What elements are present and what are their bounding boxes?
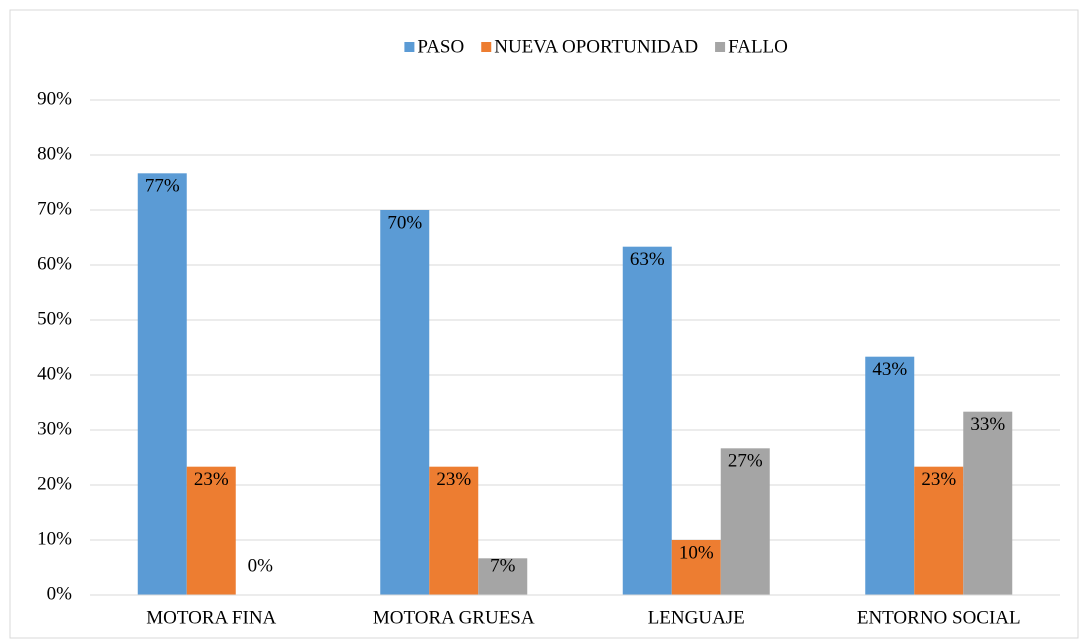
y-tick-label: 10% (37, 528, 72, 549)
data-label: 70% (387, 212, 422, 233)
data-label: 43% (872, 359, 907, 380)
legend-label: NUEVA OPORTUNIDAD (494, 36, 698, 57)
bar (622, 246, 672, 595)
legend-label: PASO (417, 36, 464, 57)
bar (671, 540, 721, 595)
x-tick-label: ENTORNO SOCIAL (857, 607, 1021, 628)
data-label: 33% (970, 414, 1005, 435)
x-tick-label: LENGUAJE (648, 607, 745, 628)
bar (963, 411, 1013, 595)
bar (186, 466, 236, 595)
y-tick-label: 80% (37, 143, 72, 164)
data-label: 0% (248, 555, 274, 576)
bar (429, 466, 479, 595)
data-label: 7% (490, 555, 516, 576)
legend-label: FALLO (728, 36, 788, 57)
data-label: 23% (436, 469, 471, 490)
bar (478, 558, 528, 595)
y-tick-label: 0% (47, 583, 73, 604)
legend-swatch (404, 42, 415, 52)
y-tick-label: 30% (37, 418, 72, 439)
bar (865, 356, 915, 595)
bar (380, 210, 430, 595)
data-label: 27% (728, 451, 763, 472)
data-label: 23% (194, 469, 229, 490)
data-label: 23% (921, 469, 956, 490)
y-tick-label: 70% (37, 198, 72, 219)
y-tick-label: 50% (37, 308, 72, 329)
legend-swatch (715, 42, 726, 52)
bar (720, 448, 770, 595)
legend-swatch (481, 42, 492, 52)
bar (914, 466, 964, 595)
data-label: 63% (630, 249, 665, 270)
y-tick-label: 20% (37, 473, 72, 494)
y-tick-label: 40% (37, 363, 72, 384)
data-label: 10% (679, 542, 714, 563)
data-label: 77% (145, 176, 180, 197)
y-tick-label: 60% (37, 253, 72, 274)
x-tick-label: MOTORA GRUESA (373, 607, 535, 628)
y-tick-label: 90% (37, 88, 72, 109)
x-tick-label: MOTORA FINA (146, 607, 276, 628)
bar (137, 173, 187, 595)
